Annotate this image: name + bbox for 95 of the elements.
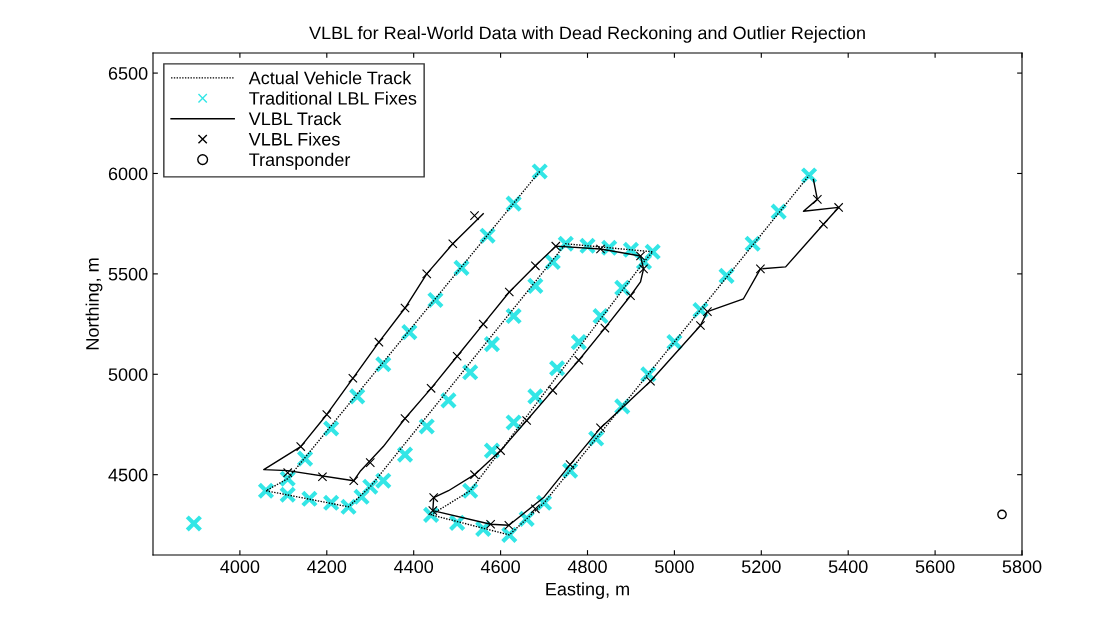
point (548, 385, 558, 396)
point (833, 202, 844, 213)
point (483, 441, 501, 460)
point (644, 243, 662, 261)
point (352, 488, 371, 506)
point (322, 419, 340, 438)
x-tick-label: 5400 (828, 560, 868, 574)
legend-label: VLBL Fixes (248, 132, 340, 146)
point (570, 333, 588, 351)
point (426, 383, 436, 394)
point (300, 490, 319, 508)
point (665, 333, 684, 351)
point (348, 387, 366, 406)
point (322, 409, 332, 420)
point (595, 244, 606, 254)
point (595, 423, 606, 433)
chart-title: VLBL for Real-World Data with Dead Reckoning and Outlier Rejection (309, 26, 865, 43)
point (818, 219, 829, 230)
x-tick-label: 4400 (394, 560, 434, 574)
point (365, 457, 375, 468)
y-axis-title: Northing, m (85, 258, 103, 350)
point (418, 417, 436, 436)
point (400, 303, 410, 313)
point (428, 505, 438, 516)
point (812, 194, 823, 205)
point (374, 337, 384, 347)
point (422, 269, 432, 279)
x-tick-label: 4800 (567, 560, 607, 574)
x-tick-label: 4200 (307, 560, 347, 574)
point (504, 287, 515, 297)
point (483, 335, 501, 353)
point (717, 267, 736, 285)
point (317, 471, 328, 482)
point (530, 261, 541, 271)
point (551, 241, 561, 251)
point (349, 475, 359, 486)
point (495, 445, 506, 456)
point (504, 307, 523, 325)
x-tick-label: 5200 (741, 560, 781, 574)
point (600, 323, 610, 333)
legend-label: VLBL Track (248, 111, 342, 126)
point (526, 387, 545, 406)
point (478, 319, 488, 329)
point (348, 373, 358, 384)
x-tick-label: 5000 (655, 560, 694, 574)
y-tick-label: 6000 (108, 167, 148, 181)
point (185, 514, 203, 533)
point (645, 376, 656, 387)
legend-label: Traditional LBL Fixes (249, 91, 417, 105)
point (257, 482, 275, 500)
point (625, 291, 636, 301)
x-tick-label: 5800 (1002, 560, 1042, 574)
legend-label: Actual Vehicle Track (248, 71, 412, 85)
point (702, 306, 713, 317)
point (755, 264, 766, 274)
point (504, 520, 514, 531)
y-tick-label: 4500 (108, 468, 148, 482)
x-axis-title: Easting, m (546, 582, 629, 600)
point (695, 320, 706, 331)
point (504, 413, 523, 432)
point (439, 391, 458, 410)
point (296, 441, 306, 452)
y-tick-label: 6500 (108, 67, 148, 80)
point (635, 251, 646, 261)
point (485, 519, 496, 529)
x-tick-label: 4000 (220, 560, 260, 574)
point (396, 445, 414, 464)
point (452, 351, 462, 361)
point (374, 355, 392, 373)
y-tick-label: 5000 (108, 368, 148, 381)
x-tick-label: 4600 (480, 560, 520, 574)
point (565, 459, 575, 470)
y-tick-label: 5500 (108, 267, 148, 281)
point (452, 259, 471, 277)
point (428, 492, 439, 503)
point (461, 363, 479, 381)
point (400, 323, 419, 341)
point (282, 467, 293, 478)
point (591, 307, 610, 325)
point (400, 413, 410, 424)
point (530, 504, 541, 514)
point (548, 359, 566, 377)
point (448, 239, 458, 249)
point (469, 469, 480, 480)
x-tick-label: 5600 (915, 560, 955, 574)
point (296, 449, 314, 468)
point (279, 486, 297, 504)
point (521, 415, 532, 426)
point (574, 355, 584, 365)
point (997, 509, 1007, 520)
point (531, 162, 549, 181)
legend-label: Transponder (249, 152, 351, 170)
point (526, 277, 545, 295)
point (469, 210, 480, 221)
point (638, 264, 649, 274)
